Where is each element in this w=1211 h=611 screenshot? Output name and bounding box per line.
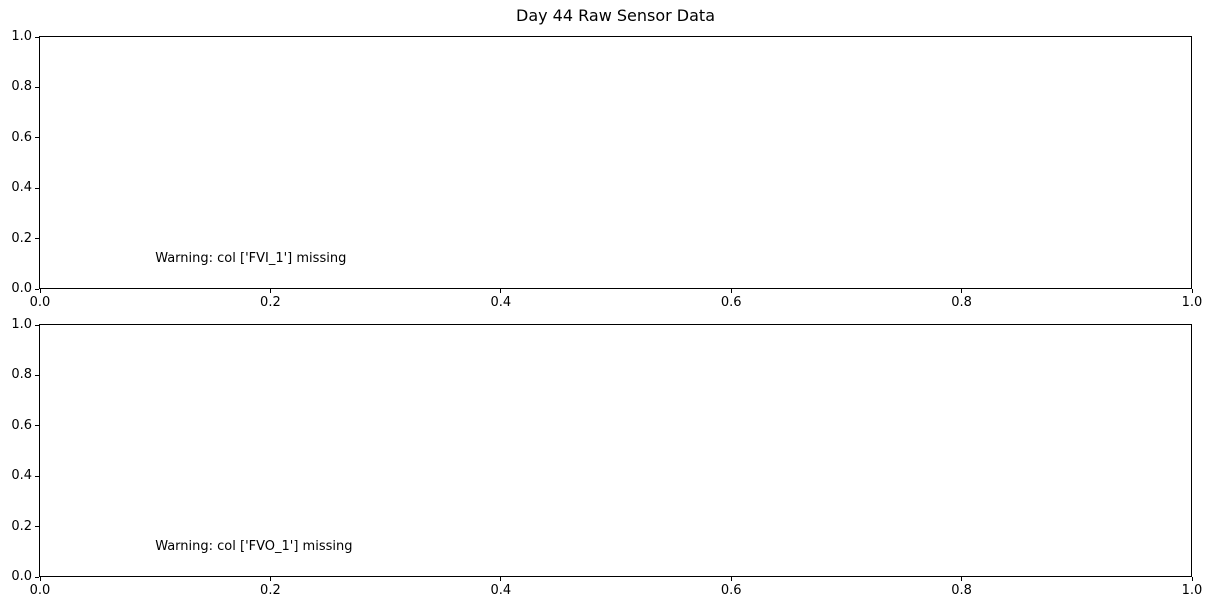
y-axis-tick [35,36,39,38]
x-axis-tick [1191,577,1193,581]
y-axis-tick [35,526,39,528]
y-axis-tick-label: 0.6 [11,417,32,433]
y-axis-tick [35,576,39,578]
x-axis-tick-label: 0.4 [490,583,512,598]
y-axis-tick-label: 0.2 [11,518,32,534]
x-axis-tick-label: 0.4 [490,295,512,310]
y-axis-tick-label: 0.2 [11,230,32,246]
x-axis-tick [269,577,271,581]
y-axis-tick [35,137,39,139]
subplot-bottom: 0.0 0.2 0.4 0.6 0.8 1.0 0.0 0.2 0.4 0.6 0.8 1.0 Warn… [11,317,1202,598]
y-axis-tick-label: 0.0 [11,281,32,296]
y-axis-tick-label: 0.8 [11,367,32,383]
x-axis-tick-label: 1.0 [1181,583,1203,598]
figure-title: Day 44 Raw Sensor Data [516,6,715,25]
y-axis-tick-label: 0.6 [11,129,32,145]
y-axis-tick [35,288,39,290]
x-axis-tick-label: 0.6 [720,295,742,310]
y-axis-tick-label: 1.0 [11,317,32,332]
y-axis-tick-label: 0.4 [11,180,32,196]
y-axis-tick [35,238,39,240]
x-axis-tick [1191,289,1193,293]
y-axis-tick [35,187,39,189]
y-axis-tick [35,475,39,477]
x-axis-tick [39,289,41,293]
x-axis-tick-label: 0.2 [260,583,281,598]
subplot-top: 0.0 0.2 0.4 0.6 0.8 1.0 0.0 0.2 0.4 0.6 0.8 1.0 Warn… [11,29,1202,310]
x-axis-tick [39,577,41,581]
x-axis-tick [500,289,502,293]
y-axis-tick [35,425,39,427]
x-axis-tick [730,577,732,581]
x-axis-tick [500,577,502,581]
y-axis-tick-label: 0.4 [11,468,32,484]
x-axis-tick [269,289,271,293]
x-axis-tick-label: 1.0 [1181,295,1203,310]
x-axis-tick-label: 0.0 [29,295,51,310]
y-axis-tick [35,374,39,376]
y-axis-tick [35,86,39,88]
x-axis-tick-label: 0.2 [260,295,281,310]
y-axis-tick-label: 1.0 [11,29,32,44]
x-axis-tick [730,289,732,293]
x-axis-tick-label: 0.0 [29,583,51,598]
y-axis-tick-label: 0.8 [11,79,32,95]
y-axis-tick-label: 0.0 [11,569,32,584]
x-axis-tick-label: 0.6 [720,583,742,598]
warning-text: Warning: col ['FVI_1'] missing [155,250,347,266]
warning-text: Warning: col ['FVO_1'] missing [155,538,353,554]
x-axis-tick-label: 0.8 [951,583,972,598]
x-axis-tick [961,577,963,581]
y-axis-tick [35,324,39,326]
x-axis-tick [961,289,963,293]
x-axis-tick-label: 0.8 [951,295,972,310]
